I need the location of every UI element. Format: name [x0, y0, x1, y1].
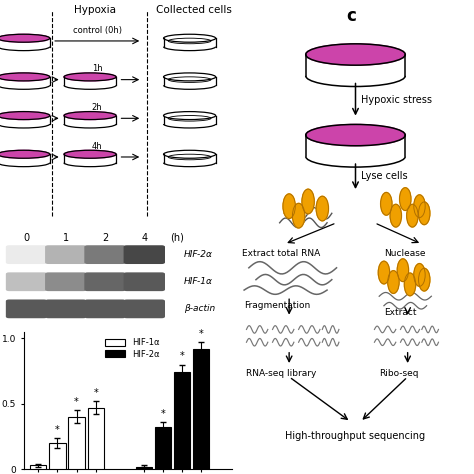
FancyBboxPatch shape: [6, 300, 47, 318]
Bar: [69, 417, 85, 469]
Ellipse shape: [64, 73, 116, 81]
Circle shape: [414, 264, 425, 286]
Circle shape: [292, 203, 305, 228]
Circle shape: [302, 189, 314, 214]
Text: c: c: [346, 7, 356, 25]
Circle shape: [378, 261, 390, 284]
Circle shape: [414, 195, 425, 218]
Ellipse shape: [64, 150, 116, 158]
Bar: [30, 465, 46, 469]
FancyBboxPatch shape: [6, 273, 47, 291]
Text: 2: 2: [102, 233, 108, 243]
Bar: [193, 349, 210, 469]
Bar: [49, 443, 65, 469]
Text: Ribo-seq: Ribo-seq: [379, 369, 419, 378]
Bar: [88, 408, 104, 469]
Text: HIF-1α: HIF-1α: [183, 277, 212, 286]
FancyBboxPatch shape: [124, 273, 165, 291]
FancyBboxPatch shape: [45, 273, 86, 291]
Text: 4: 4: [141, 233, 147, 243]
FancyBboxPatch shape: [124, 300, 165, 318]
Circle shape: [390, 204, 401, 227]
FancyBboxPatch shape: [84, 300, 126, 318]
Circle shape: [404, 273, 416, 296]
Text: High-throughput sequencing: High-throughput sequencing: [285, 431, 426, 441]
FancyBboxPatch shape: [84, 273, 126, 291]
Ellipse shape: [64, 111, 116, 119]
Text: Collected cells: Collected cells: [156, 5, 232, 15]
Bar: [174, 373, 191, 469]
Text: *: *: [74, 397, 79, 407]
Text: Hypoxia: Hypoxia: [74, 5, 116, 15]
Text: Lyse cells: Lyse cells: [361, 171, 408, 182]
Text: β-actin: β-actin: [183, 304, 215, 313]
Text: *: *: [199, 329, 204, 339]
Text: *: *: [161, 409, 165, 419]
Text: (h): (h): [171, 233, 184, 243]
FancyBboxPatch shape: [45, 245, 86, 264]
Text: 1: 1: [63, 233, 69, 243]
Text: Hypoxic stress: Hypoxic stress: [361, 94, 432, 105]
Text: Nuclease: Nuclease: [384, 249, 426, 258]
Circle shape: [397, 259, 409, 282]
Text: 1h: 1h: [92, 64, 102, 73]
FancyBboxPatch shape: [84, 245, 126, 264]
Circle shape: [316, 196, 328, 221]
Text: control (0h): control (0h): [73, 26, 122, 35]
Text: *: *: [55, 425, 60, 435]
Text: RNA-seq library: RNA-seq library: [246, 369, 317, 378]
Ellipse shape: [0, 34, 50, 42]
Bar: [136, 466, 152, 469]
Legend: HIF-1α, HIF-2α: HIF-1α, HIF-2α: [104, 337, 161, 359]
Circle shape: [381, 192, 392, 215]
Circle shape: [388, 271, 399, 293]
Text: 0: 0: [24, 233, 29, 243]
Text: HIF-2α: HIF-2α: [183, 250, 212, 259]
Ellipse shape: [0, 73, 50, 81]
Circle shape: [407, 204, 418, 227]
Circle shape: [283, 194, 295, 219]
Ellipse shape: [0, 150, 50, 158]
Ellipse shape: [306, 44, 405, 65]
Text: 2h: 2h: [92, 103, 102, 112]
Ellipse shape: [306, 124, 405, 146]
Circle shape: [419, 202, 430, 225]
FancyBboxPatch shape: [45, 300, 86, 318]
Bar: [155, 428, 171, 469]
Text: *: *: [180, 351, 185, 361]
Text: Fragmentation: Fragmentation: [244, 301, 310, 310]
Text: Extract: Extract: [384, 309, 417, 317]
FancyBboxPatch shape: [124, 245, 165, 264]
Text: Extract total RNA: Extract total RNA: [242, 249, 320, 258]
Circle shape: [419, 268, 430, 291]
FancyBboxPatch shape: [6, 245, 47, 264]
Text: 4h: 4h: [92, 142, 102, 151]
Circle shape: [400, 188, 411, 210]
Text: *: *: [93, 388, 98, 398]
Ellipse shape: [0, 111, 50, 119]
